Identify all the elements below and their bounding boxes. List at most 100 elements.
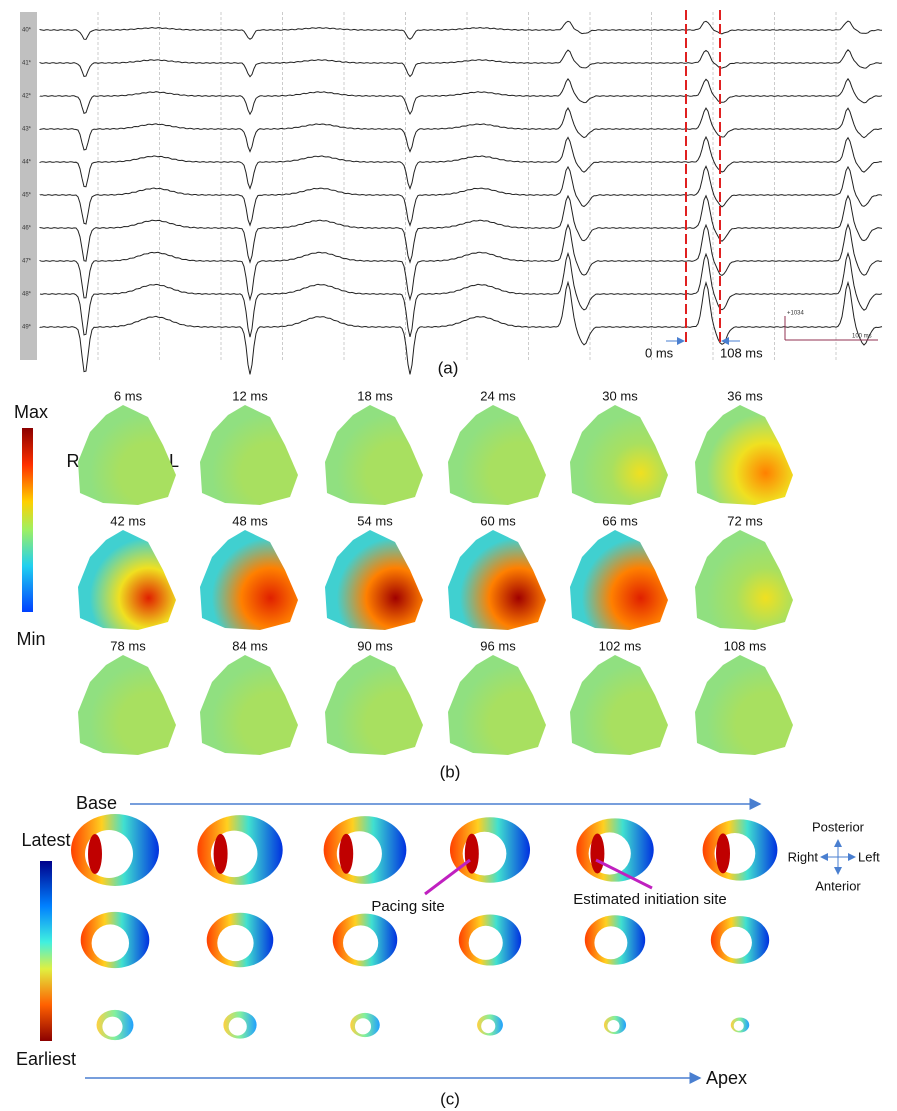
slice-cavity	[92, 924, 129, 961]
frame-time: 48 ms	[232, 513, 268, 528]
slice-cavity	[469, 926, 503, 960]
heart-map	[325, 405, 423, 505]
septum	[88, 834, 102, 874]
channel-label: 46*	[22, 226, 32, 232]
frame-time: 66 ms	[602, 513, 638, 528]
heart-map	[570, 405, 668, 505]
compass	[821, 840, 855, 874]
slice-cavity	[607, 1020, 619, 1032]
heart-map	[78, 530, 176, 630]
ecg-trace	[40, 283, 882, 375]
heart-map	[695, 655, 793, 755]
frame-time: 36 ms	[727, 388, 763, 403]
colorbar	[22, 428, 33, 612]
colorbar-top: Latest	[21, 830, 70, 850]
heart-map	[695, 405, 793, 505]
scale-time: 100 ms	[852, 334, 872, 340]
heart-map	[570, 655, 668, 755]
ecg-trace	[40, 196, 882, 262]
colorbar-bottom: Earliest	[16, 1049, 76, 1069]
septum	[590, 834, 604, 874]
slice-cavity	[102, 1017, 122, 1037]
frame-time: 60 ms	[480, 513, 516, 528]
slice-cavity	[229, 1017, 247, 1035]
frame-time: 90 ms	[357, 638, 393, 653]
ecg-trace	[40, 50, 882, 77]
frame-time: 12 ms	[232, 388, 268, 403]
ecg-trace	[40, 137, 882, 189]
frame-time: 72 ms	[727, 513, 763, 528]
heart-map	[78, 655, 176, 755]
channel-label: 42*	[22, 94, 32, 100]
frame-time: 84 ms	[232, 638, 268, 653]
apex-label: Apex	[706, 1068, 747, 1088]
ecg-trace	[40, 225, 882, 300]
panel-c	[71, 814, 777, 1040]
left-label: Left	[858, 849, 880, 864]
heart-map	[448, 655, 546, 755]
frame-time: 24 ms	[480, 388, 516, 403]
channel-label: 48*	[22, 292, 32, 298]
marker-end: 108 ms	[720, 345, 763, 360]
septum	[339, 834, 353, 874]
ecg-trace	[40, 21, 882, 39]
heart-map	[448, 530, 546, 630]
panel-label: (b)	[440, 762, 461, 781]
colorbar-min: Min	[16, 629, 45, 649]
slice-cavity	[720, 927, 752, 959]
right-label: Right	[788, 849, 819, 864]
posterior-label: Posterior	[812, 819, 865, 834]
slice-cavity	[734, 1021, 744, 1031]
heart-map	[695, 530, 793, 630]
slice-cavity	[594, 926, 627, 959]
anterior-label: Anterior	[815, 878, 861, 893]
scale-amplitude: +1034	[787, 311, 805, 317]
heart-map	[200, 655, 298, 755]
slice-cavity	[355, 1018, 371, 1034]
ecg-trace	[40, 253, 882, 337]
ecg-trace	[40, 108, 882, 152]
channel-label: 43*	[22, 127, 32, 133]
channel-label: 41*	[22, 61, 32, 67]
frame-time: 96 ms	[480, 638, 516, 653]
frame-time: 108 ms	[724, 638, 767, 653]
colorbar	[40, 861, 52, 1041]
frame-time: 18 ms	[357, 388, 393, 403]
frame-time: 42 ms	[110, 513, 146, 528]
estimated-site: Estimated initiation site	[573, 891, 726, 908]
heart-map	[325, 655, 423, 755]
panel-label: (a)	[438, 358, 459, 377]
heart-map	[325, 530, 423, 630]
channel-label: 44*	[22, 160, 32, 166]
right-label: R	[67, 451, 80, 471]
panel-label: (c)	[440, 1089, 460, 1108]
colorbar-max: Max	[14, 402, 48, 422]
heart-map	[448, 405, 546, 505]
marker-start: 0 ms	[645, 345, 674, 360]
slice-cavity	[343, 925, 378, 960]
heart-map	[78, 405, 176, 505]
panel-a: 40* 41* 42* 43* 44* 45* 46* 47* 48* 49*	[22, 12, 882, 374]
frame-time: 30 ms	[602, 388, 638, 403]
pointer	[425, 860, 470, 894]
channel-label: 49*	[22, 325, 32, 331]
channel-label: 45*	[22, 193, 32, 199]
heart-map	[200, 405, 298, 505]
panel-b: 6 ms 12 ms 18 ms 24 ms 30 ms 36 ms 42 ms 48 ms 5…	[78, 388, 793, 755]
frame-time: 78 ms	[110, 638, 146, 653]
slice-cavity	[481, 1019, 495, 1033]
base-label: Base	[76, 793, 117, 813]
channel-label: 40*	[22, 28, 32, 34]
channel-label: 47*	[22, 259, 32, 265]
frame-time: 102 ms	[599, 638, 642, 653]
heart-map	[200, 530, 298, 630]
figure: 40* 41* 42* 43* 44* 45* 46* 47* 48* 49* 0 ms 108 …	[0, 0, 897, 1111]
frame-time: 6 ms	[114, 388, 143, 403]
slice-cavity	[217, 925, 253, 961]
ecg-trace	[40, 79, 882, 114]
septum	[716, 833, 730, 873]
frame-time: 54 ms	[357, 513, 393, 528]
heart-map	[570, 530, 668, 630]
pacing-site: Pacing site	[371, 898, 444, 915]
septum	[465, 834, 479, 874]
